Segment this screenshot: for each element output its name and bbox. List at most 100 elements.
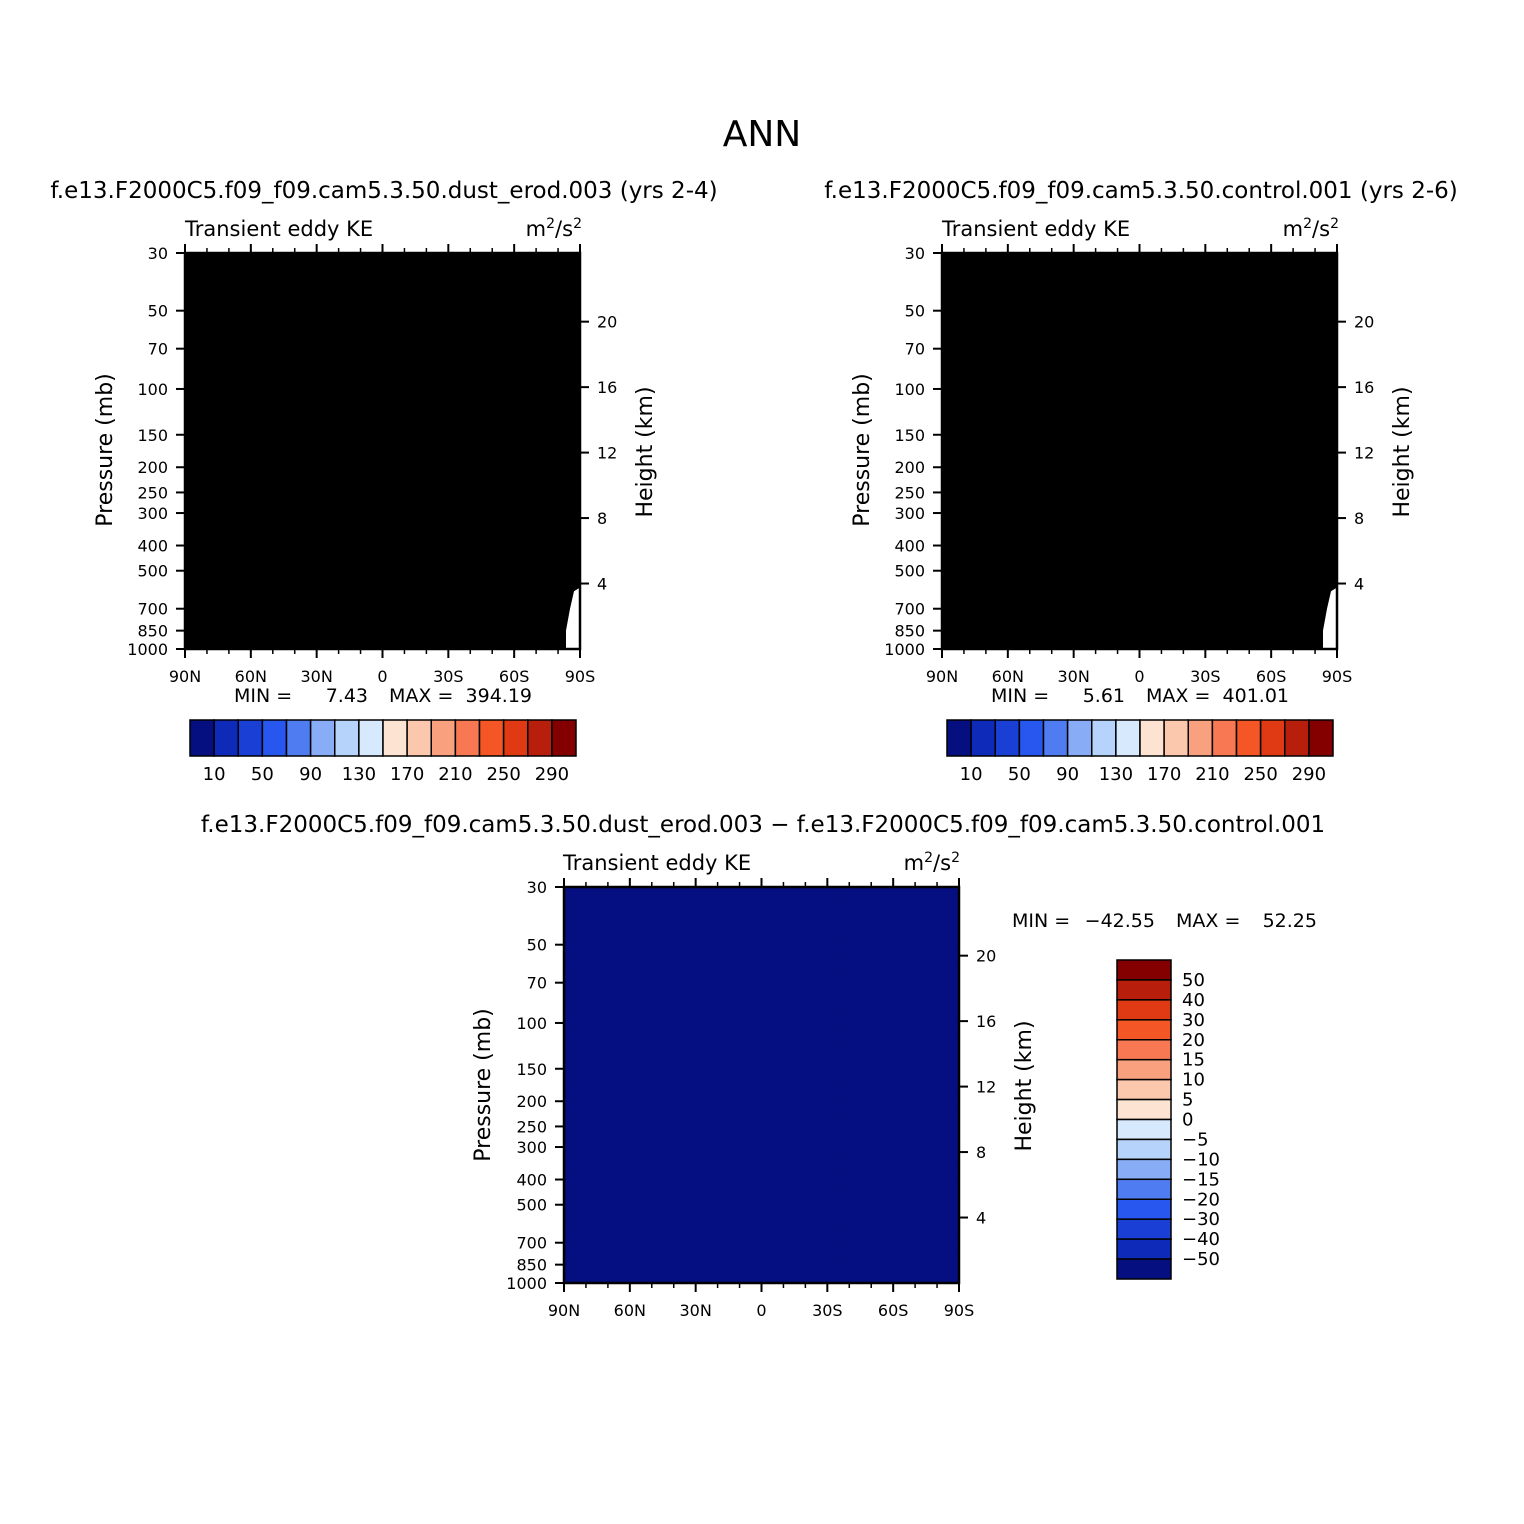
contour-cell	[385, 274, 390, 279]
contour-cell	[256, 253, 261, 258]
contour-cell	[517, 307, 521, 312]
contour-cell	[310, 260, 315, 265]
contour-cell	[331, 271, 336, 276]
contour-cell	[475, 253, 479, 258]
contour-cell	[532, 292, 536, 297]
contour-cell	[517, 289, 521, 294]
contour-cell	[340, 281, 345, 286]
contour-cell	[235, 253, 240, 258]
contour-cell	[208, 285, 213, 290]
contour-cell	[481, 253, 485, 258]
contour-cell	[250, 281, 255, 286]
contour-cell	[412, 292, 417, 297]
contour-cell	[340, 253, 345, 258]
contour-cell	[199, 296, 204, 301]
contour-cell	[442, 253, 446, 258]
contour-cell	[307, 281, 312, 286]
contour-cell	[469, 253, 473, 258]
contour-cell	[406, 292, 411, 297]
contour-cell	[358, 253, 363, 258]
contour-cell	[208, 281, 213, 286]
contour-cell	[358, 263, 363, 268]
contour-cell	[514, 292, 518, 297]
contour-cell	[352, 299, 357, 304]
contour-cell	[343, 307, 348, 312]
contour-cell	[268, 274, 273, 279]
contour-cell	[289, 267, 294, 272]
contour-cell	[229, 307, 234, 312]
contour-cell	[289, 307, 294, 312]
contour-cell	[529, 263, 533, 268]
contour-cell	[370, 285, 375, 290]
contour-cell	[457, 274, 461, 279]
contour-cell	[310, 271, 315, 276]
contour-cell	[400, 303, 405, 308]
contour-cell	[532, 260, 536, 265]
contour-cell	[322, 307, 327, 312]
contour-cell	[370, 260, 375, 265]
contour-cell	[304, 281, 309, 286]
contour-cell	[289, 292, 294, 297]
contour-cell	[298, 281, 303, 286]
contour-cell	[427, 253, 431, 258]
contour-cell	[199, 267, 204, 272]
contour-cell	[220, 260, 225, 265]
contour-cell	[445, 256, 449, 261]
contour-cell	[208, 278, 213, 283]
contour-cell	[185, 299, 189, 304]
contour-cell	[277, 303, 282, 308]
contour-cell	[487, 289, 491, 294]
contour-cell	[526, 267, 530, 272]
contour-cell	[349, 292, 354, 297]
contour-cell	[385, 296, 390, 301]
contour-cell	[256, 289, 261, 294]
contour-cell	[280, 281, 285, 286]
contour-cell	[223, 271, 228, 276]
contour-cell	[574, 296, 578, 301]
contour-cell	[553, 292, 557, 297]
contour-cell	[205, 289, 210, 294]
contour-cell	[310, 303, 315, 308]
contour-cell	[397, 303, 402, 308]
contour-cell	[304, 292, 309, 297]
contour-cell	[418, 289, 422, 294]
contour-cell	[253, 263, 258, 268]
contour-cell	[406, 253, 411, 258]
contour-cell	[556, 292, 560, 297]
contour-cell	[466, 260, 470, 265]
contour-cell	[430, 299, 434, 304]
contour-cell	[185, 267, 189, 272]
contour-cell	[523, 278, 527, 283]
contour-cell	[400, 281, 405, 286]
contour-cell	[319, 271, 324, 276]
contour-cell	[313, 307, 318, 312]
contour-cell	[244, 307, 249, 312]
contour-cell	[448, 289, 452, 294]
contour-cell	[559, 296, 563, 301]
contour-cell	[415, 285, 420, 290]
contour-cell	[340, 292, 345, 297]
contour-cell	[349, 263, 354, 268]
contour-cell	[556, 285, 560, 290]
contour-cell	[517, 303, 521, 308]
contour-cell	[442, 256, 446, 261]
contour-cell	[382, 303, 387, 308]
contour-cell	[481, 271, 485, 276]
contour-cell	[478, 296, 482, 301]
contour-cell	[235, 271, 240, 276]
contour-cell	[337, 285, 342, 290]
contour-cell	[226, 296, 231, 301]
contour-cell	[517, 285, 521, 290]
contour-cell	[268, 307, 273, 312]
contour-cell	[397, 307, 402, 312]
contour-cell	[442, 278, 446, 283]
contour-cell	[553, 296, 557, 301]
contour-cell	[346, 299, 351, 304]
contour-cell	[217, 278, 222, 283]
contour-cell	[337, 303, 342, 308]
contour-cell	[325, 267, 330, 272]
contour-cell	[319, 303, 324, 308]
contour-cell	[289, 281, 294, 286]
contour-cell	[478, 281, 482, 286]
contour-cell	[376, 274, 381, 279]
